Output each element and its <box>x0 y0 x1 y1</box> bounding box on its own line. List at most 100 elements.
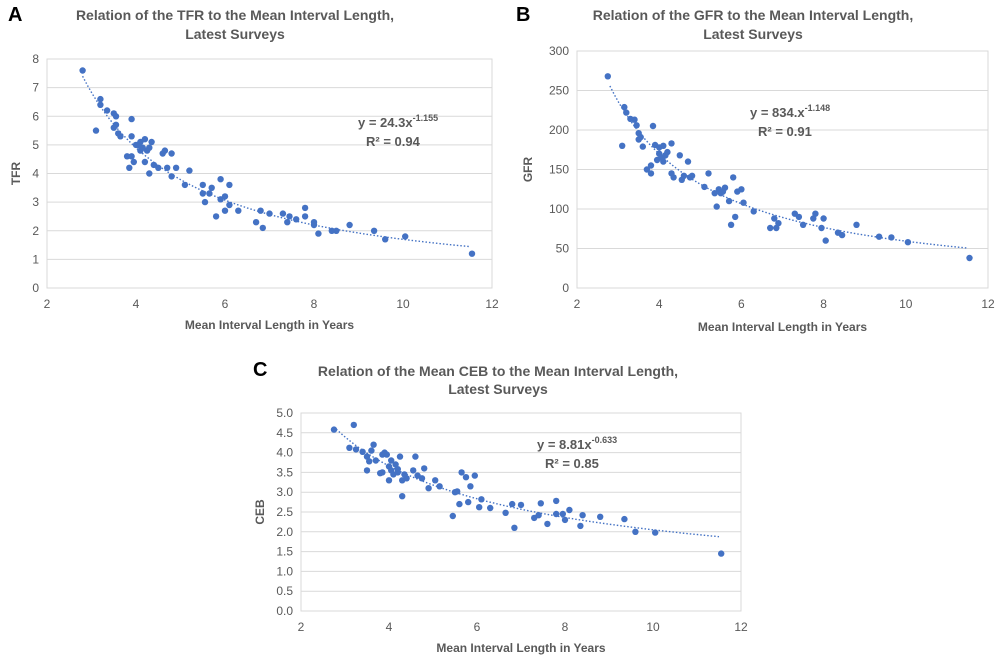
data-point <box>112 121 120 128</box>
y-tick-label: 5 <box>32 138 39 152</box>
data-point <box>201 198 209 206</box>
data-point <box>647 162 655 169</box>
data-point <box>637 133 644 141</box>
data-point <box>511 524 518 531</box>
y-tick-label: 0.0 <box>276 604 293 618</box>
data-point <box>402 233 409 240</box>
data-point <box>359 448 366 455</box>
data-point <box>418 475 426 482</box>
data-point <box>730 174 737 181</box>
data-point <box>221 207 229 214</box>
data-point <box>643 166 651 173</box>
data-point <box>660 158 667 165</box>
data-point <box>186 167 193 174</box>
x-tick-label: 2 <box>298 620 305 634</box>
data-point <box>181 181 189 189</box>
data-point <box>812 210 819 217</box>
data-point <box>79 67 86 74</box>
data-point <box>382 236 389 243</box>
data-point <box>301 204 309 212</box>
data-point <box>310 219 318 226</box>
data-point <box>172 164 180 171</box>
chart-title-line1: Relation of the TFR to the Mean Interval… <box>76 7 394 23</box>
data-point <box>738 186 745 193</box>
data-point <box>396 453 404 460</box>
data-point <box>301 213 309 220</box>
x-tick-label: 4 <box>133 297 140 311</box>
data-point <box>117 133 124 140</box>
panel-c: C 0.0 0.5 1.0 1.5 2.0 2.5 3.0 3.5 4.0 4.5 5.0 2 4 6 8 1… <box>245 345 765 658</box>
data-point <box>128 153 135 160</box>
data-point <box>711 190 718 197</box>
data-point <box>366 458 373 465</box>
data-point <box>680 172 688 179</box>
trendline-equation: y = 834.x-1.148 <box>750 103 830 120</box>
x-tick-label: 12 <box>981 297 995 311</box>
data-point <box>148 138 155 146</box>
data-point <box>471 472 478 479</box>
data-point <box>888 234 895 241</box>
panel-letter: B <box>516 4 531 26</box>
x-tick-label: 4 <box>656 297 663 311</box>
y-tick-label: 300 <box>549 44 569 58</box>
data-point <box>383 451 390 458</box>
data-point <box>725 197 733 205</box>
r-squared-label: R² = 0.91 <box>758 124 812 139</box>
panel-letter: C <box>253 359 268 381</box>
y-axis-title: TFR <box>9 162 23 186</box>
y-tick-label: 3.0 <box>276 485 293 499</box>
data-point <box>701 183 708 191</box>
x-axis-title: Mean Interval Length in Years <box>185 318 354 332</box>
x-tick-label: 12 <box>734 620 748 634</box>
data-point <box>161 147 169 154</box>
y-tick-label: 5.0 <box>276 406 293 420</box>
x-tick-label: 12 <box>485 297 499 311</box>
data-point <box>544 520 551 528</box>
data-point <box>509 500 516 508</box>
data-point <box>771 215 778 222</box>
data-point <box>476 504 483 511</box>
chart-title-line2: Latest Surveys <box>185 26 285 42</box>
data-point <box>146 170 153 177</box>
data-point <box>853 221 860 228</box>
x-tick-label: 6 <box>222 297 229 311</box>
data-point <box>279 210 287 217</box>
y-tick-label: 2 <box>32 224 39 238</box>
y-tick-label: 4.0 <box>276 446 293 460</box>
data-point <box>820 215 827 222</box>
data-point <box>577 522 584 530</box>
x-tick-label: 2 <box>44 297 51 311</box>
trendline-equation: y = 24.3x-1.155 <box>358 113 438 130</box>
x-tick-label: 10 <box>899 297 913 311</box>
chart-title-line2: Latest Surveys <box>448 381 548 397</box>
data-point <box>632 528 639 535</box>
x-tick-label: 8 <box>820 297 827 311</box>
data-point <box>141 136 149 143</box>
equation-exponent: -1.155 <box>413 113 439 123</box>
x-tick-label: 8 <box>562 620 569 634</box>
data-point <box>199 181 206 189</box>
data-point <box>155 164 162 171</box>
data-point <box>257 207 264 214</box>
data-point <box>128 133 135 140</box>
trendline <box>81 75 470 248</box>
equation-exponent: -1.148 <box>805 103 831 113</box>
data-point <box>199 190 206 197</box>
data-point <box>458 469 465 476</box>
data-point <box>432 477 439 484</box>
data-point <box>633 122 640 129</box>
data-point <box>333 227 340 234</box>
panel-b: B 0 50 100 150 200 250 300 2 4 6 8 10 12 Relation of … <box>500 0 1000 340</box>
data-point <box>727 221 735 228</box>
data-point <box>566 506 573 514</box>
trendline <box>335 428 720 538</box>
data-point <box>822 237 829 244</box>
data-point <box>226 181 233 189</box>
data-point <box>810 215 817 222</box>
chart-title-line1: Relation of the GFR to the Mean Interval… <box>593 7 913 23</box>
chart-b: 0 50 100 150 200 250 300 2 4 6 8 10 12 Relation of th… <box>521 7 995 334</box>
data-point <box>676 152 683 159</box>
data-point <box>795 213 803 221</box>
data-point <box>352 446 360 453</box>
data-point <box>212 213 220 220</box>
